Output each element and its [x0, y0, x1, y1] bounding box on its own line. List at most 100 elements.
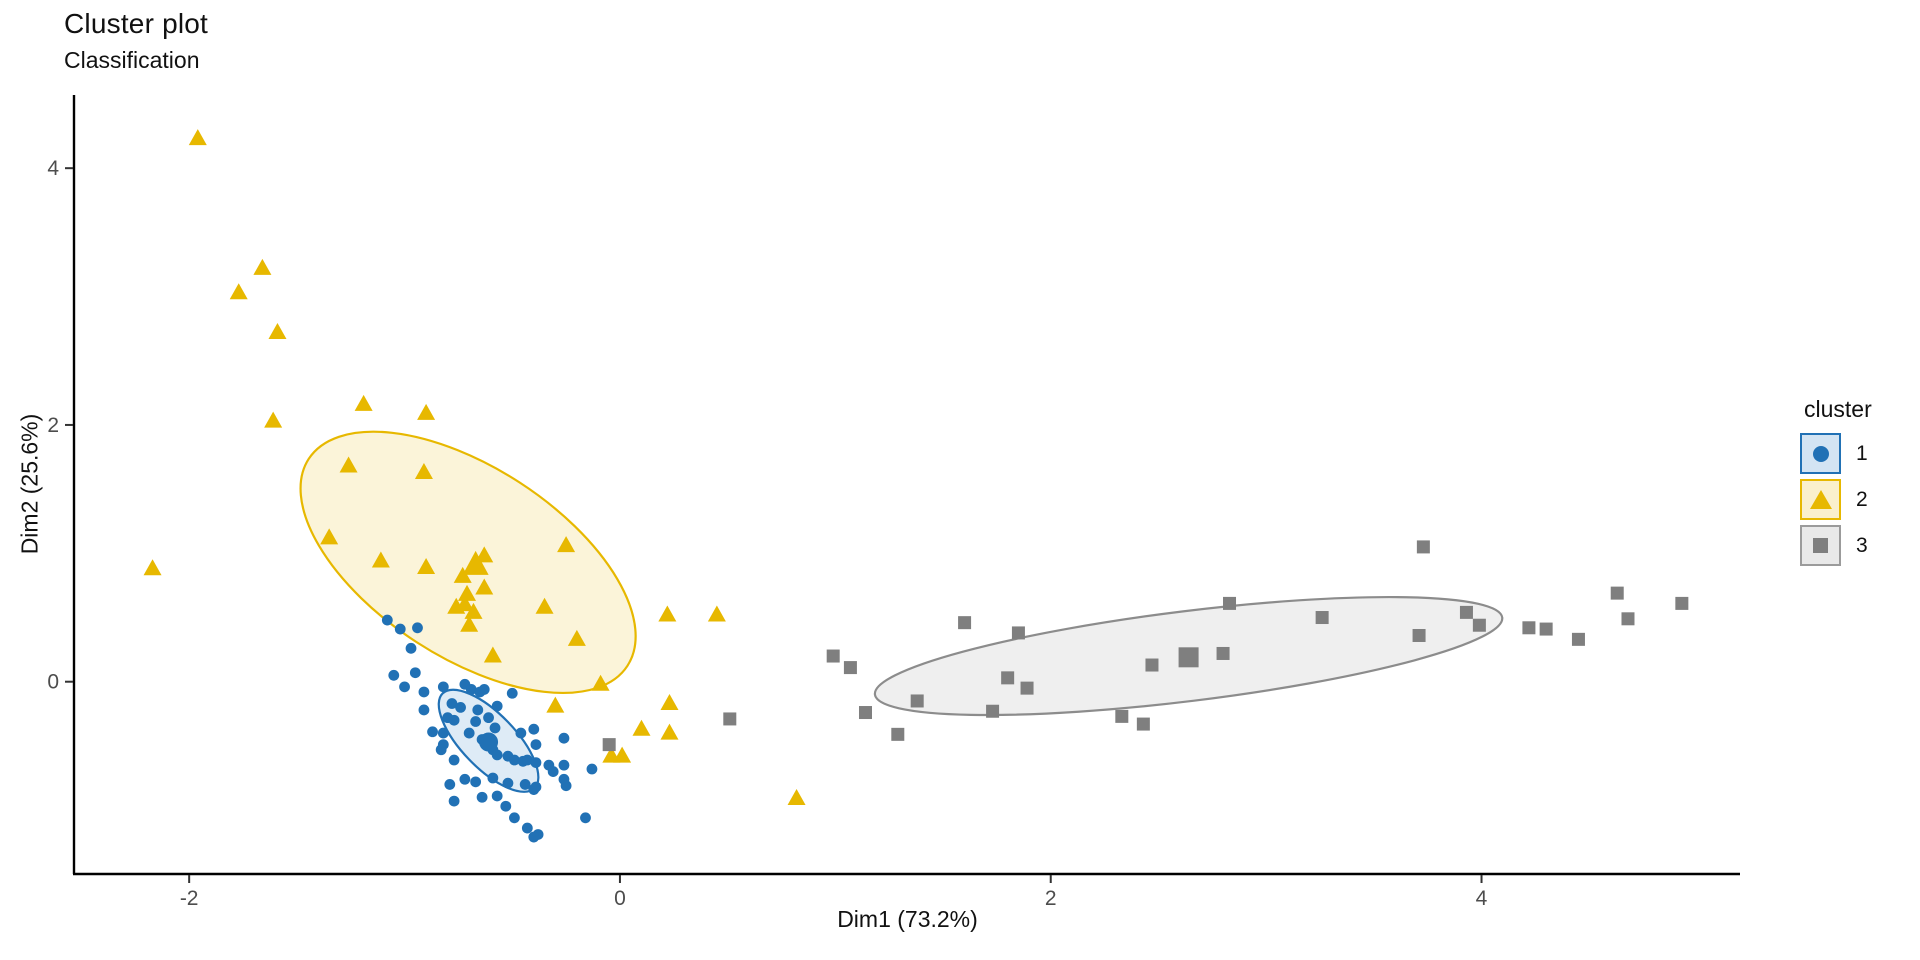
- cluster2-point: [143, 559, 162, 576]
- cluster3-point: [1115, 709, 1129, 723]
- x-tick-label: -2: [180, 887, 199, 910]
- x-tick-label: 2: [1045, 887, 1057, 910]
- cluster1-point: [444, 779, 456, 790]
- cluster2-point: [417, 403, 436, 420]
- cluster3-point: [1216, 646, 1230, 660]
- cluster1-point: [437, 681, 449, 693]
- cluster2-point: [632, 719, 651, 736]
- cluster2-point: [339, 456, 358, 473]
- chart-subtitle: Classification: [64, 47, 200, 73]
- cluster3-point: [1412, 628, 1426, 642]
- cluster1-point: [394, 623, 406, 635]
- cluster2-point: [613, 746, 632, 763]
- cluster1-point: [547, 766, 559, 777]
- cluster3-point: [826, 649, 840, 663]
- y-tick-label: 2: [47, 414, 59, 437]
- cluster1-point: [509, 812, 520, 824]
- cluster1-point: [491, 700, 503, 712]
- cluster2-point: [535, 597, 554, 614]
- cluster1-point: [560, 780, 572, 792]
- cluster1-point: [491, 749, 503, 761]
- legend-key-cluster1: [1800, 433, 1841, 474]
- legend-key-cluster2: [1800, 479, 1841, 520]
- cluster3-point: [1315, 611, 1329, 625]
- cluster3-point: [1223, 596, 1237, 610]
- cluster1-point: [515, 727, 527, 739]
- cluster1-point: [470, 716, 482, 727]
- cluster2-point: [264, 411, 283, 428]
- triangle-marker-icon: [1809, 490, 1832, 509]
- cluster1-point: [558, 732, 570, 744]
- cluster2-point: [188, 129, 207, 146]
- cluster1-point: [530, 781, 542, 793]
- cluster1-point: [388, 669, 400, 681]
- cluster1-point: [399, 681, 410, 693]
- cluster2-point: [707, 605, 726, 622]
- cluster3-point: [986, 704, 1000, 718]
- cluster2-point: [414, 462, 433, 479]
- cluster1-point: [580, 812, 591, 824]
- cluster2-ellipse: [299, 430, 637, 695]
- cluster2-point: [660, 694, 679, 711]
- legend-label: 3: [1856, 533, 1868, 557]
- cluster1-point: [528, 831, 540, 843]
- cluster1-point: [448, 714, 460, 726]
- cluster3-point: [723, 712, 737, 726]
- cluster2-point: [787, 789, 806, 806]
- cluster1-point: [463, 727, 475, 739]
- y-tick-label: 0: [47, 671, 59, 694]
- cluster1-point: [435, 744, 447, 756]
- cluster2-point: [483, 646, 502, 663]
- x-axis-title: Dim1 (73.2%): [837, 906, 978, 932]
- cluster2-point: [658, 605, 677, 622]
- x-tick-label: 4: [1476, 887, 1488, 910]
- legend-label: 2: [1856, 487, 1868, 511]
- cluster1-point: [470, 776, 482, 788]
- cluster2-point: [253, 258, 272, 275]
- cluster1-point: [487, 772, 499, 784]
- cluster3-point: [1011, 626, 1025, 640]
- cluster3-point: [1472, 618, 1486, 632]
- circle-marker-icon: [1812, 445, 1829, 462]
- cluster1-point: [465, 684, 477, 695]
- legend-key-cluster3: [1800, 525, 1841, 566]
- cluster3-point: [958, 616, 972, 630]
- cluster2-point: [591, 674, 610, 691]
- cluster3-point: [1001, 671, 1015, 685]
- cluster1-point: [459, 773, 471, 785]
- cluster1-point: [521, 754, 533, 766]
- cluster2-point: [458, 584, 477, 601]
- y-axis-title: Dim2 (25.6%): [16, 413, 43, 555]
- cluster3-centroid: [1178, 647, 1199, 668]
- cluster1-point: [521, 822, 533, 834]
- cluster2-point: [268, 323, 287, 340]
- cluster2-point: [371, 551, 390, 568]
- cluster1-point: [528, 723, 540, 735]
- cluster3-point: [1539, 622, 1553, 636]
- cluster1-point: [558, 759, 570, 771]
- cluster1-point: [500, 800, 512, 812]
- cluster3-point: [1522, 621, 1536, 635]
- cluster2-point: [546, 696, 565, 713]
- cluster1-point: [491, 790, 503, 802]
- legend-item-cluster1: 1: [1800, 433, 1918, 474]
- cluster1-point: [586, 763, 598, 775]
- cluster3-point: [1020, 681, 1034, 695]
- cluster3-point: [1675, 596, 1689, 610]
- cluster1-point: [472, 704, 484, 716]
- cluster2-point: [417, 557, 436, 574]
- cluster2-point: [229, 283, 248, 300]
- legend: cluster 1 2 3: [1800, 396, 1918, 571]
- cluster1-point: [412, 622, 423, 634]
- cluster1-point: [405, 642, 417, 654]
- cluster1-centroid: [479, 732, 499, 752]
- y-tick-label: 4: [47, 157, 59, 180]
- cluster2-point: [567, 629, 586, 646]
- cluster1-point: [478, 684, 490, 695]
- cluster1-point: [483, 712, 494, 724]
- cluster2-point: [475, 578, 494, 595]
- cluster3-point: [910, 694, 924, 708]
- cluster2-point: [557, 536, 576, 553]
- cluster1-point: [418, 704, 430, 716]
